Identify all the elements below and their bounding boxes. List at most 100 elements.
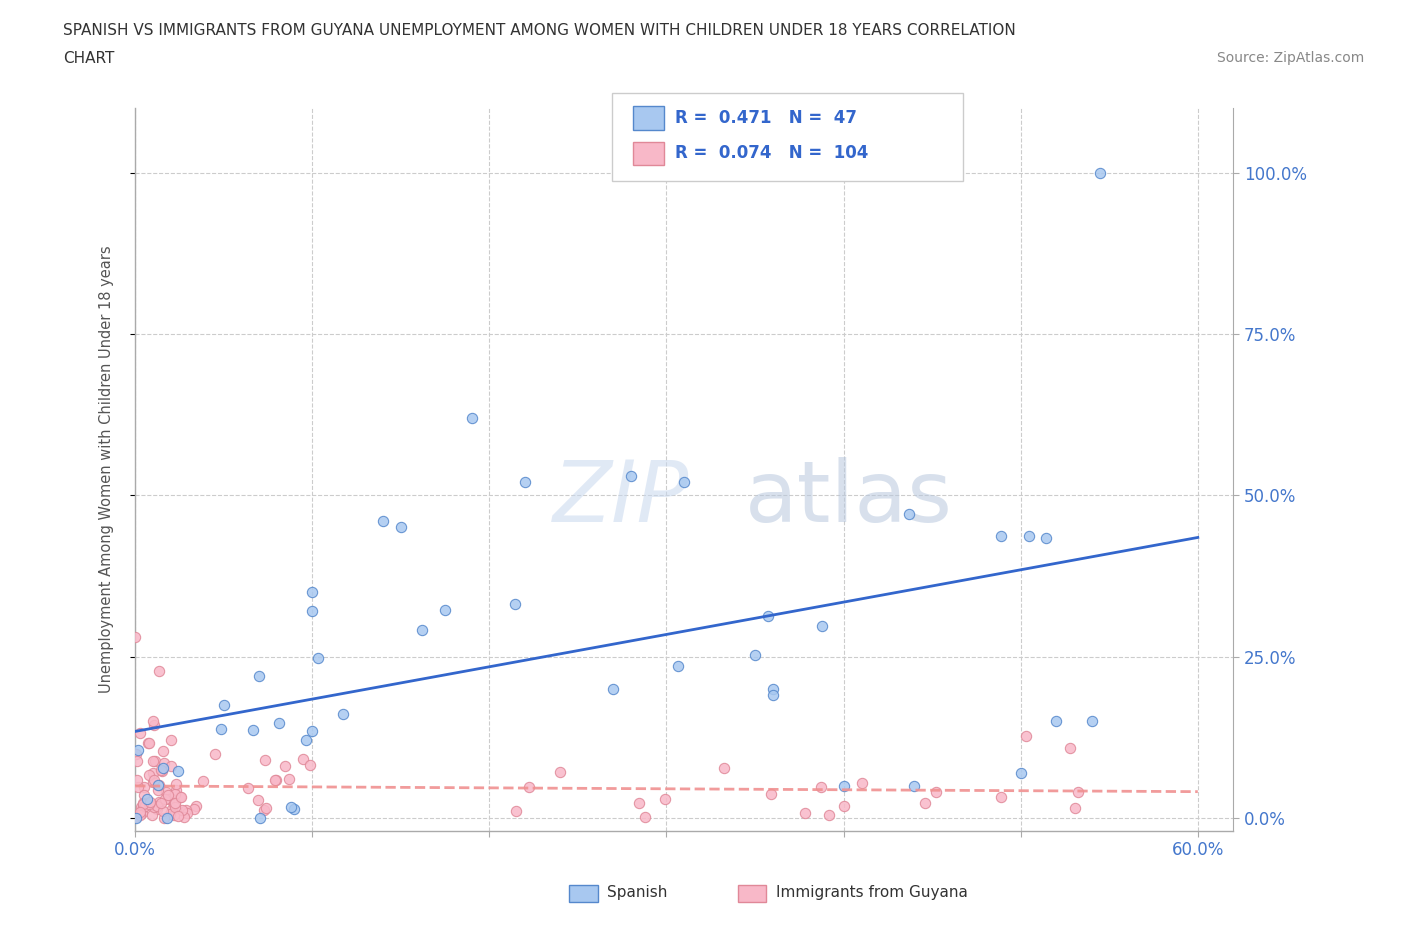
Point xyxy=(139,794,162,809)
Point xyxy=(156,810,179,825)
Point xyxy=(184,798,207,813)
Point xyxy=(148,777,170,792)
Point xyxy=(1080,713,1102,728)
Point xyxy=(810,780,832,795)
Point xyxy=(627,796,650,811)
Point xyxy=(163,796,186,811)
Point xyxy=(253,803,276,817)
Point xyxy=(136,736,159,751)
Point xyxy=(990,529,1012,544)
Point xyxy=(505,804,527,818)
Point xyxy=(150,763,173,777)
Point xyxy=(132,796,155,811)
Point xyxy=(1067,785,1090,800)
Point xyxy=(254,801,277,816)
Point xyxy=(165,777,187,791)
Point xyxy=(125,810,148,825)
Point xyxy=(125,809,148,824)
Point xyxy=(142,765,165,780)
Point xyxy=(1045,713,1067,728)
Point xyxy=(132,800,155,815)
Point xyxy=(236,781,259,796)
Point xyxy=(925,785,948,800)
Point xyxy=(903,778,925,793)
Point xyxy=(254,753,277,768)
Point xyxy=(713,761,735,776)
Point xyxy=(247,669,270,684)
Point xyxy=(209,722,232,737)
Point xyxy=(148,664,170,679)
Point xyxy=(332,707,354,722)
Point xyxy=(291,751,314,766)
Point xyxy=(141,807,163,822)
Point xyxy=(127,742,149,757)
Point xyxy=(159,733,181,748)
Point xyxy=(1018,528,1040,543)
Point xyxy=(128,805,150,820)
Point xyxy=(138,768,160,783)
Point xyxy=(138,736,160,751)
Point xyxy=(169,790,191,804)
Point xyxy=(914,795,936,810)
Point xyxy=(165,783,187,798)
Y-axis label: Unemployment Among Women with Children Under 18 years: Unemployment Among Women with Children U… xyxy=(100,246,114,693)
Point xyxy=(295,732,318,747)
Point xyxy=(267,715,290,730)
Text: atlas: atlas xyxy=(745,457,953,539)
Point xyxy=(634,810,657,825)
Point xyxy=(174,803,197,817)
Point xyxy=(173,809,195,824)
Text: ZIP: ZIP xyxy=(553,457,689,539)
Point xyxy=(301,585,323,600)
Point xyxy=(620,469,643,484)
Point xyxy=(153,810,176,825)
Point xyxy=(142,718,165,733)
Point xyxy=(277,771,299,786)
Point xyxy=(1064,801,1087,816)
Point xyxy=(152,756,174,771)
Point xyxy=(146,777,169,792)
Point xyxy=(134,797,156,812)
Point xyxy=(132,779,155,794)
Point xyxy=(142,753,165,768)
Point xyxy=(138,797,160,812)
Point xyxy=(134,799,156,814)
Point xyxy=(128,725,150,740)
Point xyxy=(673,475,696,490)
Point xyxy=(761,787,783,802)
Point xyxy=(247,792,270,807)
Point xyxy=(503,597,526,612)
Point xyxy=(990,790,1012,804)
Point xyxy=(129,800,152,815)
Point xyxy=(301,604,323,618)
Point xyxy=(1090,166,1112,180)
Point xyxy=(242,723,264,737)
Point xyxy=(301,724,323,738)
Point xyxy=(762,688,785,703)
Point xyxy=(212,698,235,712)
Point xyxy=(204,747,226,762)
Point xyxy=(152,744,174,759)
Point xyxy=(150,764,173,778)
Point xyxy=(125,747,148,762)
Point xyxy=(146,798,169,813)
Point xyxy=(851,776,873,790)
Text: Immigrants from Guyana: Immigrants from Guyana xyxy=(776,885,967,900)
Point xyxy=(143,773,166,788)
Point xyxy=(148,794,170,809)
Point xyxy=(654,791,676,806)
Point xyxy=(160,802,183,817)
Point xyxy=(264,773,287,788)
Point xyxy=(517,780,540,795)
Point xyxy=(155,791,177,806)
Point xyxy=(163,807,186,822)
Point xyxy=(274,758,297,773)
Point xyxy=(756,608,779,623)
Point xyxy=(264,773,287,788)
Point xyxy=(142,713,165,728)
Point xyxy=(433,603,456,618)
Point xyxy=(411,623,433,638)
Point xyxy=(249,810,271,825)
Point xyxy=(127,779,149,794)
Point xyxy=(142,774,165,789)
